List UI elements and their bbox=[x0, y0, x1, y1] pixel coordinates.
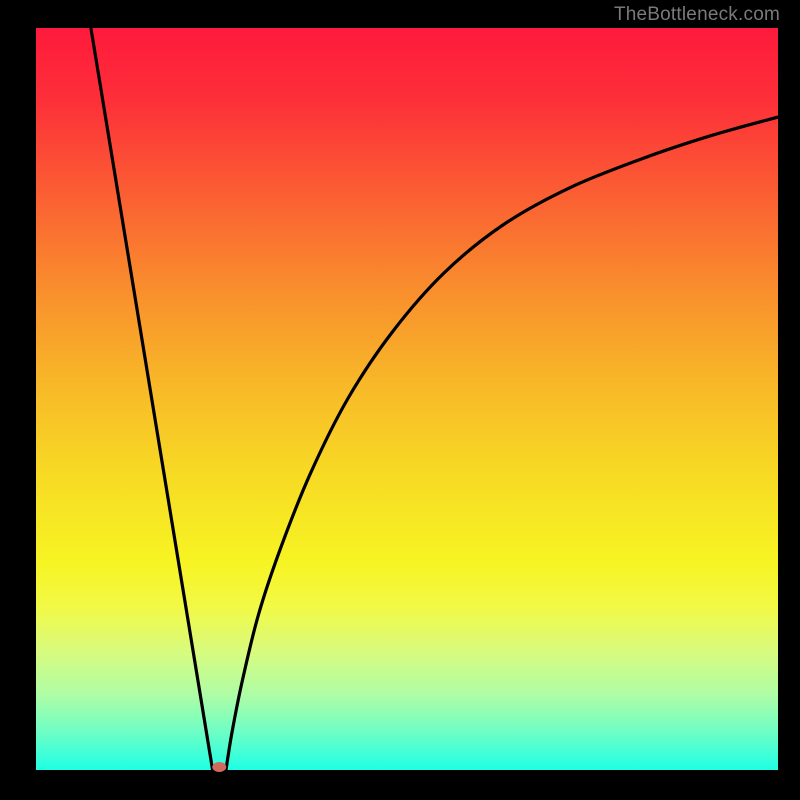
plot-background bbox=[36, 28, 778, 770]
chart-svg bbox=[0, 0, 800, 800]
watermark-text: TheBottleneck.com bbox=[614, 4, 780, 26]
chart-container: TheBottleneck.com bbox=[0, 0, 800, 800]
minimum-marker bbox=[212, 762, 226, 772]
